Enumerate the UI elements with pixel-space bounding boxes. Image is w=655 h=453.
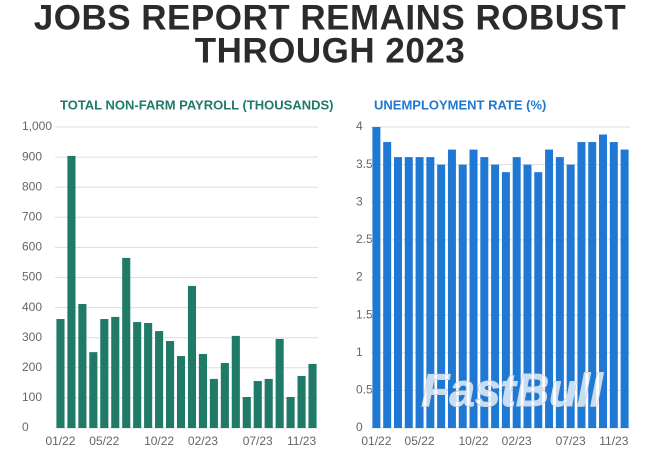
y-tick-label: 1,000 (22, 119, 52, 133)
bar (253, 381, 262, 428)
y-tick-label: 0 (356, 420, 363, 434)
y-tick-label: 200 (22, 360, 42, 374)
bar (242, 396, 251, 428)
bar (534, 172, 543, 428)
x-tick-label: 01/22 (361, 434, 391, 448)
y-tick-label: 800 (22, 179, 42, 193)
y-tick-label: 1.5 (356, 307, 373, 321)
x-tick-label: 10/22 (144, 434, 174, 448)
y-tick-label: 0.5 (356, 383, 373, 397)
bar (415, 157, 424, 428)
bar (89, 352, 98, 428)
bar (480, 157, 489, 428)
bar (209, 378, 218, 428)
bar (383, 142, 392, 429)
bar (100, 319, 109, 428)
bar (56, 319, 65, 428)
bar (501, 172, 510, 428)
bar (231, 335, 240, 428)
y-tick-label: 100 (22, 390, 42, 404)
bar (609, 142, 618, 429)
bar (599, 134, 608, 428)
bar (588, 142, 597, 429)
headline: JOBS REPORT REMAINS ROBUST (34, 0, 627, 37)
bar (437, 164, 446, 428)
x-tick-label: 07/23 (243, 434, 273, 448)
y-tick-label: 0 (22, 420, 29, 434)
bar (577, 142, 586, 429)
bar (404, 157, 413, 428)
headline: THROUGH 2023 (195, 31, 466, 70)
bar (144, 322, 153, 428)
watermark: FastBull (421, 364, 604, 416)
y-tick-label: 4 (356, 119, 363, 133)
x-tick-label: 11/23 (599, 434, 628, 448)
bar (286, 396, 295, 428)
bar (620, 149, 629, 428)
bar (447, 149, 456, 428)
x-tick-label: 02/23 (502, 434, 532, 448)
bar (555, 157, 564, 428)
bar (372, 127, 381, 428)
bar (67, 155, 76, 428)
y-tick-label: 700 (22, 209, 42, 223)
y-tick-label: 3 (356, 194, 363, 208)
y-tick-label: 500 (22, 270, 42, 284)
y-tick-label: 3.5 (356, 157, 373, 171)
x-tick-label: 11/23 (287, 434, 316, 448)
x-tick-label: 05/22 (405, 434, 435, 448)
bar (166, 341, 175, 428)
bar (566, 164, 575, 428)
bar (545, 149, 554, 428)
bar (469, 149, 478, 428)
bar (155, 331, 164, 428)
bar (122, 257, 131, 428)
bar (523, 164, 532, 428)
bar (78, 303, 87, 428)
bar (176, 356, 186, 428)
bar (491, 164, 500, 428)
bar (426, 157, 435, 428)
bar (458, 164, 467, 428)
y-tick-label: 2 (356, 270, 363, 284)
x-tick-label: 02/23 (188, 434, 218, 448)
y-tick-label: 2.5 (356, 232, 373, 246)
bar (133, 322, 142, 428)
bar (111, 316, 120, 428)
x-tick-label: 07/23 (556, 434, 586, 448)
bar (393, 157, 402, 428)
chart-title: UNEMPLOYMENT RATE (%) (374, 97, 546, 112)
x-tick-label: 05/22 (89, 434, 119, 448)
bar (220, 362, 229, 428)
x-tick-label: 01/22 (45, 434, 75, 448)
chart-title: TOTAL NON-FARM PAYROLL (THOUSANDS) (60, 97, 333, 112)
bar (297, 375, 306, 428)
bar (512, 157, 521, 428)
y-tick-label: 1 (356, 345, 363, 359)
y-tick-label: 300 (22, 330, 42, 344)
y-tick-label: 900 (22, 149, 42, 163)
bar (264, 378, 273, 428)
bar (275, 338, 284, 428)
y-tick-label: 400 (22, 300, 42, 314)
bar (198, 353, 207, 428)
bar (308, 363, 317, 428)
bar (187, 285, 197, 428)
y-tick-label: 600 (22, 240, 42, 254)
x-tick-label: 10/22 (459, 434, 489, 448)
